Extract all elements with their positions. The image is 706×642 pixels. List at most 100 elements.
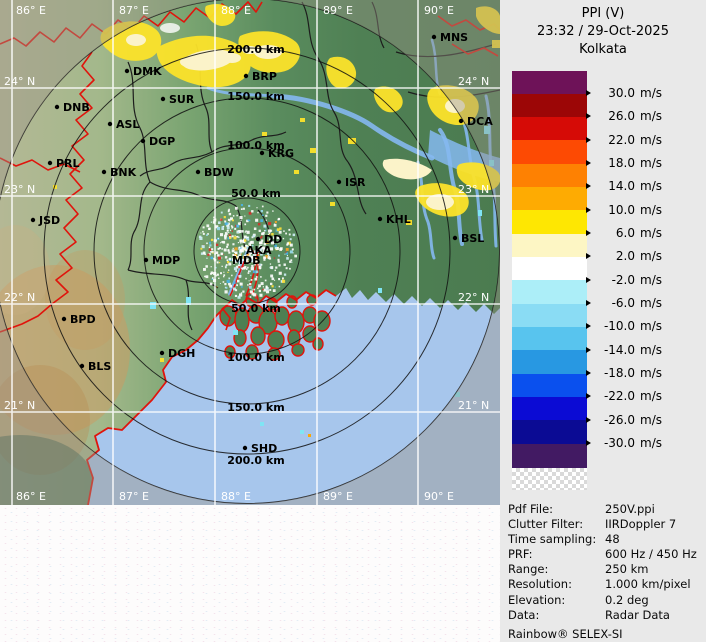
station-label: BPD: [70, 313, 96, 326]
legend-tick: 14.0 m/s: [586, 179, 662, 193]
station-dot: [47, 160, 53, 166]
legend-tick: -6.0 m/s: [586, 296, 662, 310]
legend-band: [512, 397, 587, 422]
tick-arrow-icon: [586, 439, 591, 446]
lon-label-bottom: 87° E: [119, 490, 149, 503]
info-row: Range: 250 km: [508, 562, 649, 577]
legend-tick: -2.0 m/s: [586, 273, 662, 287]
station-dot: [431, 34, 437, 40]
station-label: SHD: [251, 442, 277, 455]
station-dot: [259, 150, 265, 156]
range-fade-overlay: [0, 0, 500, 505]
info-row: Pdf File: 250V.ppi: [508, 502, 655, 516]
station-dot: [61, 316, 67, 322]
legend-tick: 30.0 m/s: [586, 86, 662, 100]
lon-label-bottom: 90° E: [424, 490, 454, 503]
lat-label-left: 22° N: [4, 291, 35, 304]
station-label: PRL: [56, 157, 80, 170]
product-header: PPI (V) 23:32 / 29-Oct-2025 Kolkata: [500, 0, 706, 59]
legend-band: [512, 233, 587, 258]
legend-color-scale: [512, 70, 587, 468]
lat-label-right: 22° N: [458, 291, 489, 304]
legend-band: [512, 163, 587, 188]
product-info-rows: Pdf File: 250V.ppi Clutter Filter: IIRDoppl…: [508, 502, 702, 623]
legend-band: [512, 420, 587, 445]
software-brand: Rainbow® SELEX-SI: [508, 626, 623, 641]
product-site: Kolkata: [579, 42, 627, 57]
station-dot: [377, 216, 383, 222]
lon-label-top: 86° E: [16, 4, 46, 17]
range-ring-label: 200.0 km: [227, 43, 284, 56]
station-dot: [54, 104, 60, 110]
station-label: SUR: [169, 93, 195, 106]
station-dot: [243, 73, 249, 79]
range-ring-label: 150.0 km: [227, 90, 284, 103]
lon-label-top: 88° E: [221, 4, 251, 17]
station-dot: [143, 257, 149, 263]
product-title: PPI (V): [581, 6, 625, 21]
product-datetime: 23:32 / 29-Oct-2025: [537, 24, 669, 39]
range-ring-label: 150.0 km: [227, 401, 284, 414]
station-label: BRP: [252, 70, 277, 83]
legend-tick: 2.0 m/s: [586, 249, 662, 263]
station-label: JSD: [38, 214, 60, 227]
lon-label-bottom: 88° E: [221, 490, 251, 503]
legend-tick: 10.0 m/s: [586, 203, 662, 217]
station-label: DGP: [149, 135, 175, 148]
station-label: AKA: [246, 244, 272, 257]
legend-band: [512, 93, 587, 118]
station-label: DMK: [133, 65, 162, 78]
station-label: KRG: [268, 147, 294, 160]
legend-tick: 18.0 m/s: [586, 156, 662, 170]
station-dot: [107, 121, 113, 127]
station-label: MNS: [440, 31, 468, 44]
lat-label-left: 24° N: [4, 75, 35, 88]
tick-arrow-icon: [586, 276, 591, 283]
lat-label-right: 21° N: [458, 399, 489, 412]
tick-arrow-icon: [586, 393, 591, 400]
station-dot: [124, 68, 130, 74]
legend-tick: -14.0 m/s: [586, 343, 662, 357]
product-info: Pdf File: 250V.ppi Clutter Filter: IIRDoppl…: [508, 502, 702, 642]
station-dot: [452, 235, 458, 241]
legend-band: [512, 70, 587, 95]
tick-arrow-icon: [586, 183, 591, 190]
station-label: BDW: [204, 166, 234, 179]
range-ring-label: 50.0 km: [231, 187, 281, 200]
station-label: ASL: [116, 118, 139, 131]
legend-tick: 6.0 m/s: [586, 226, 662, 240]
station-label: BSL: [461, 232, 484, 245]
station-dot: [255, 236, 261, 242]
tick-arrow-icon: [586, 136, 591, 143]
range-ring-label: 200.0 km: [227, 454, 284, 467]
station-dot: [30, 217, 36, 223]
info-row: PRF: 600 Hz / 450 Hz: [508, 547, 697, 562]
station-dot: [336, 179, 342, 185]
lon-label-top: 90° E: [424, 4, 454, 17]
info-panel: PPI (V) 23:32 / 29-Oct-2025 Kolkata 30.0…: [500, 0, 706, 642]
station-label: MDB: [232, 254, 260, 267]
legend-band: [512, 140, 587, 165]
legend-band: [512, 303, 587, 328]
ground-clutter: [198, 204, 297, 299]
legend-band: [512, 257, 587, 282]
map-text-layer: 86° E 86° E 87° E 87° E 88° E 88° E 89° E 89° E…: [4, 4, 493, 503]
tick-arrow-icon: [586, 299, 591, 306]
station-dot: [79, 363, 85, 369]
tick-arrow-icon: [586, 229, 591, 236]
lat-label-left: 21° N: [4, 399, 35, 412]
legend-tick: 26.0 m/s: [586, 109, 662, 123]
station-label: BLS: [88, 360, 111, 373]
tick-arrow-icon: [586, 416, 591, 423]
station-label: MDP: [152, 254, 180, 267]
lon-label-bottom: 89° E: [323, 490, 353, 503]
latlon-grid: [0, 0, 500, 505]
station-dot: [458, 118, 464, 124]
station-dot: [195, 169, 201, 175]
legend-nodata-swatch: [512, 468, 587, 491]
lon-label-bottom: 86° E: [16, 490, 46, 503]
tick-arrow-icon: [586, 323, 591, 330]
info-row: Elevation: 0.2 deg: [508, 592, 649, 607]
info-row: Time sampling: 48: [508, 532, 620, 547]
